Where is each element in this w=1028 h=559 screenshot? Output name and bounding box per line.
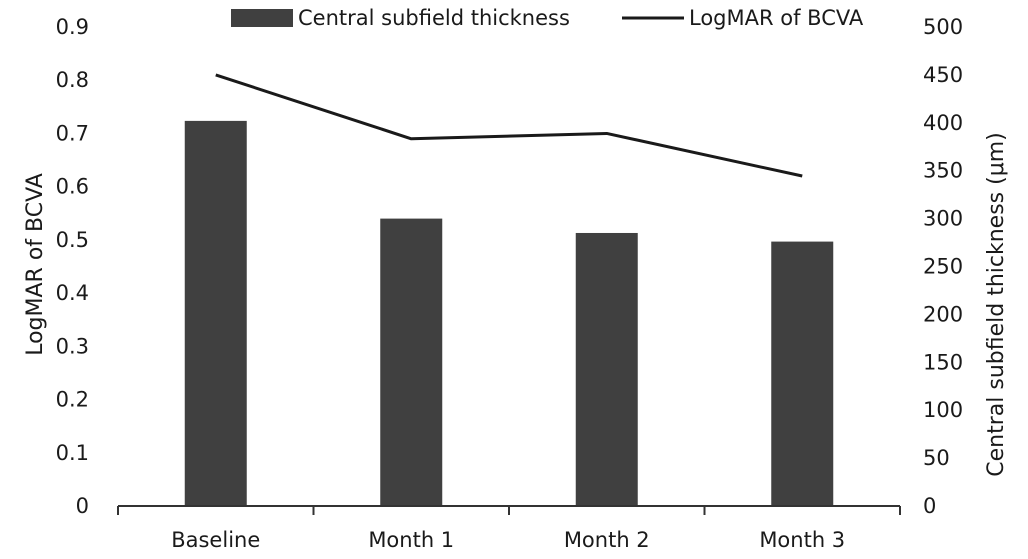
y2-tick-label: 100: [923, 398, 963, 422]
y-tick-label: 0.6: [56, 175, 89, 199]
bar-4: [771, 241, 834, 507]
legend-label-logmar: LogMAR of BCVA: [689, 6, 864, 30]
y2-tick-label: 400: [923, 111, 963, 135]
bar-3: [575, 232, 638, 506]
y-tick-label: 0.5: [56, 228, 89, 252]
bar-2: [380, 218, 443, 506]
axes: Baseline Month 1 Month 2 Month 3 0 0.1 0.2 0.3 0…: [56, 15, 964, 552]
bar-1: [184, 120, 247, 506]
line-series: [215, 73, 803, 178]
y2-tick-label: 200: [923, 302, 963, 326]
x-tick-label: Baseline: [171, 528, 260, 552]
bar-series: [184, 120, 834, 507]
y-tick-label: 0.4: [56, 281, 89, 305]
legend-swatch-thickness: [231, 9, 293, 27]
y2-tick-label: 450: [923, 63, 963, 87]
y2-tick-label: 0: [923, 494, 936, 518]
y-axis-title: LogMAR of BCVA: [23, 173, 48, 356]
logmar-line: [215, 73, 803, 178]
y2-tick-label: 500: [923, 15, 963, 39]
y2-tick-label: 150: [923, 350, 963, 374]
y-tick-label: 0.3: [56, 334, 89, 358]
y-tick-label: 0.8: [56, 68, 89, 92]
y-tick-label: 0.7: [56, 121, 89, 145]
y-tick-label: 0.9: [56, 15, 89, 39]
legend-label-thickness: Central subfield thickness: [298, 6, 570, 30]
y-tick-label: 0.2: [56, 388, 89, 412]
y2-tick-label: 250: [923, 255, 963, 279]
y-tick-label: 0: [76, 494, 89, 518]
y2-tick-label: 300: [923, 207, 963, 231]
y2-tick-label: 350: [923, 159, 963, 183]
y2-tick-label: 50: [923, 446, 950, 470]
x-tick-label: Month 2: [564, 528, 650, 552]
y-tick-label: 0.1: [56, 441, 89, 465]
x-tick-label: Month 3: [759, 528, 845, 552]
x-tick-label: Month 1: [368, 528, 454, 552]
y2-axis-title: Central subfield thickness (μm): [984, 132, 1009, 476]
legend: Central subfield thickness LogMAR of BCV…: [231, 6, 864, 30]
